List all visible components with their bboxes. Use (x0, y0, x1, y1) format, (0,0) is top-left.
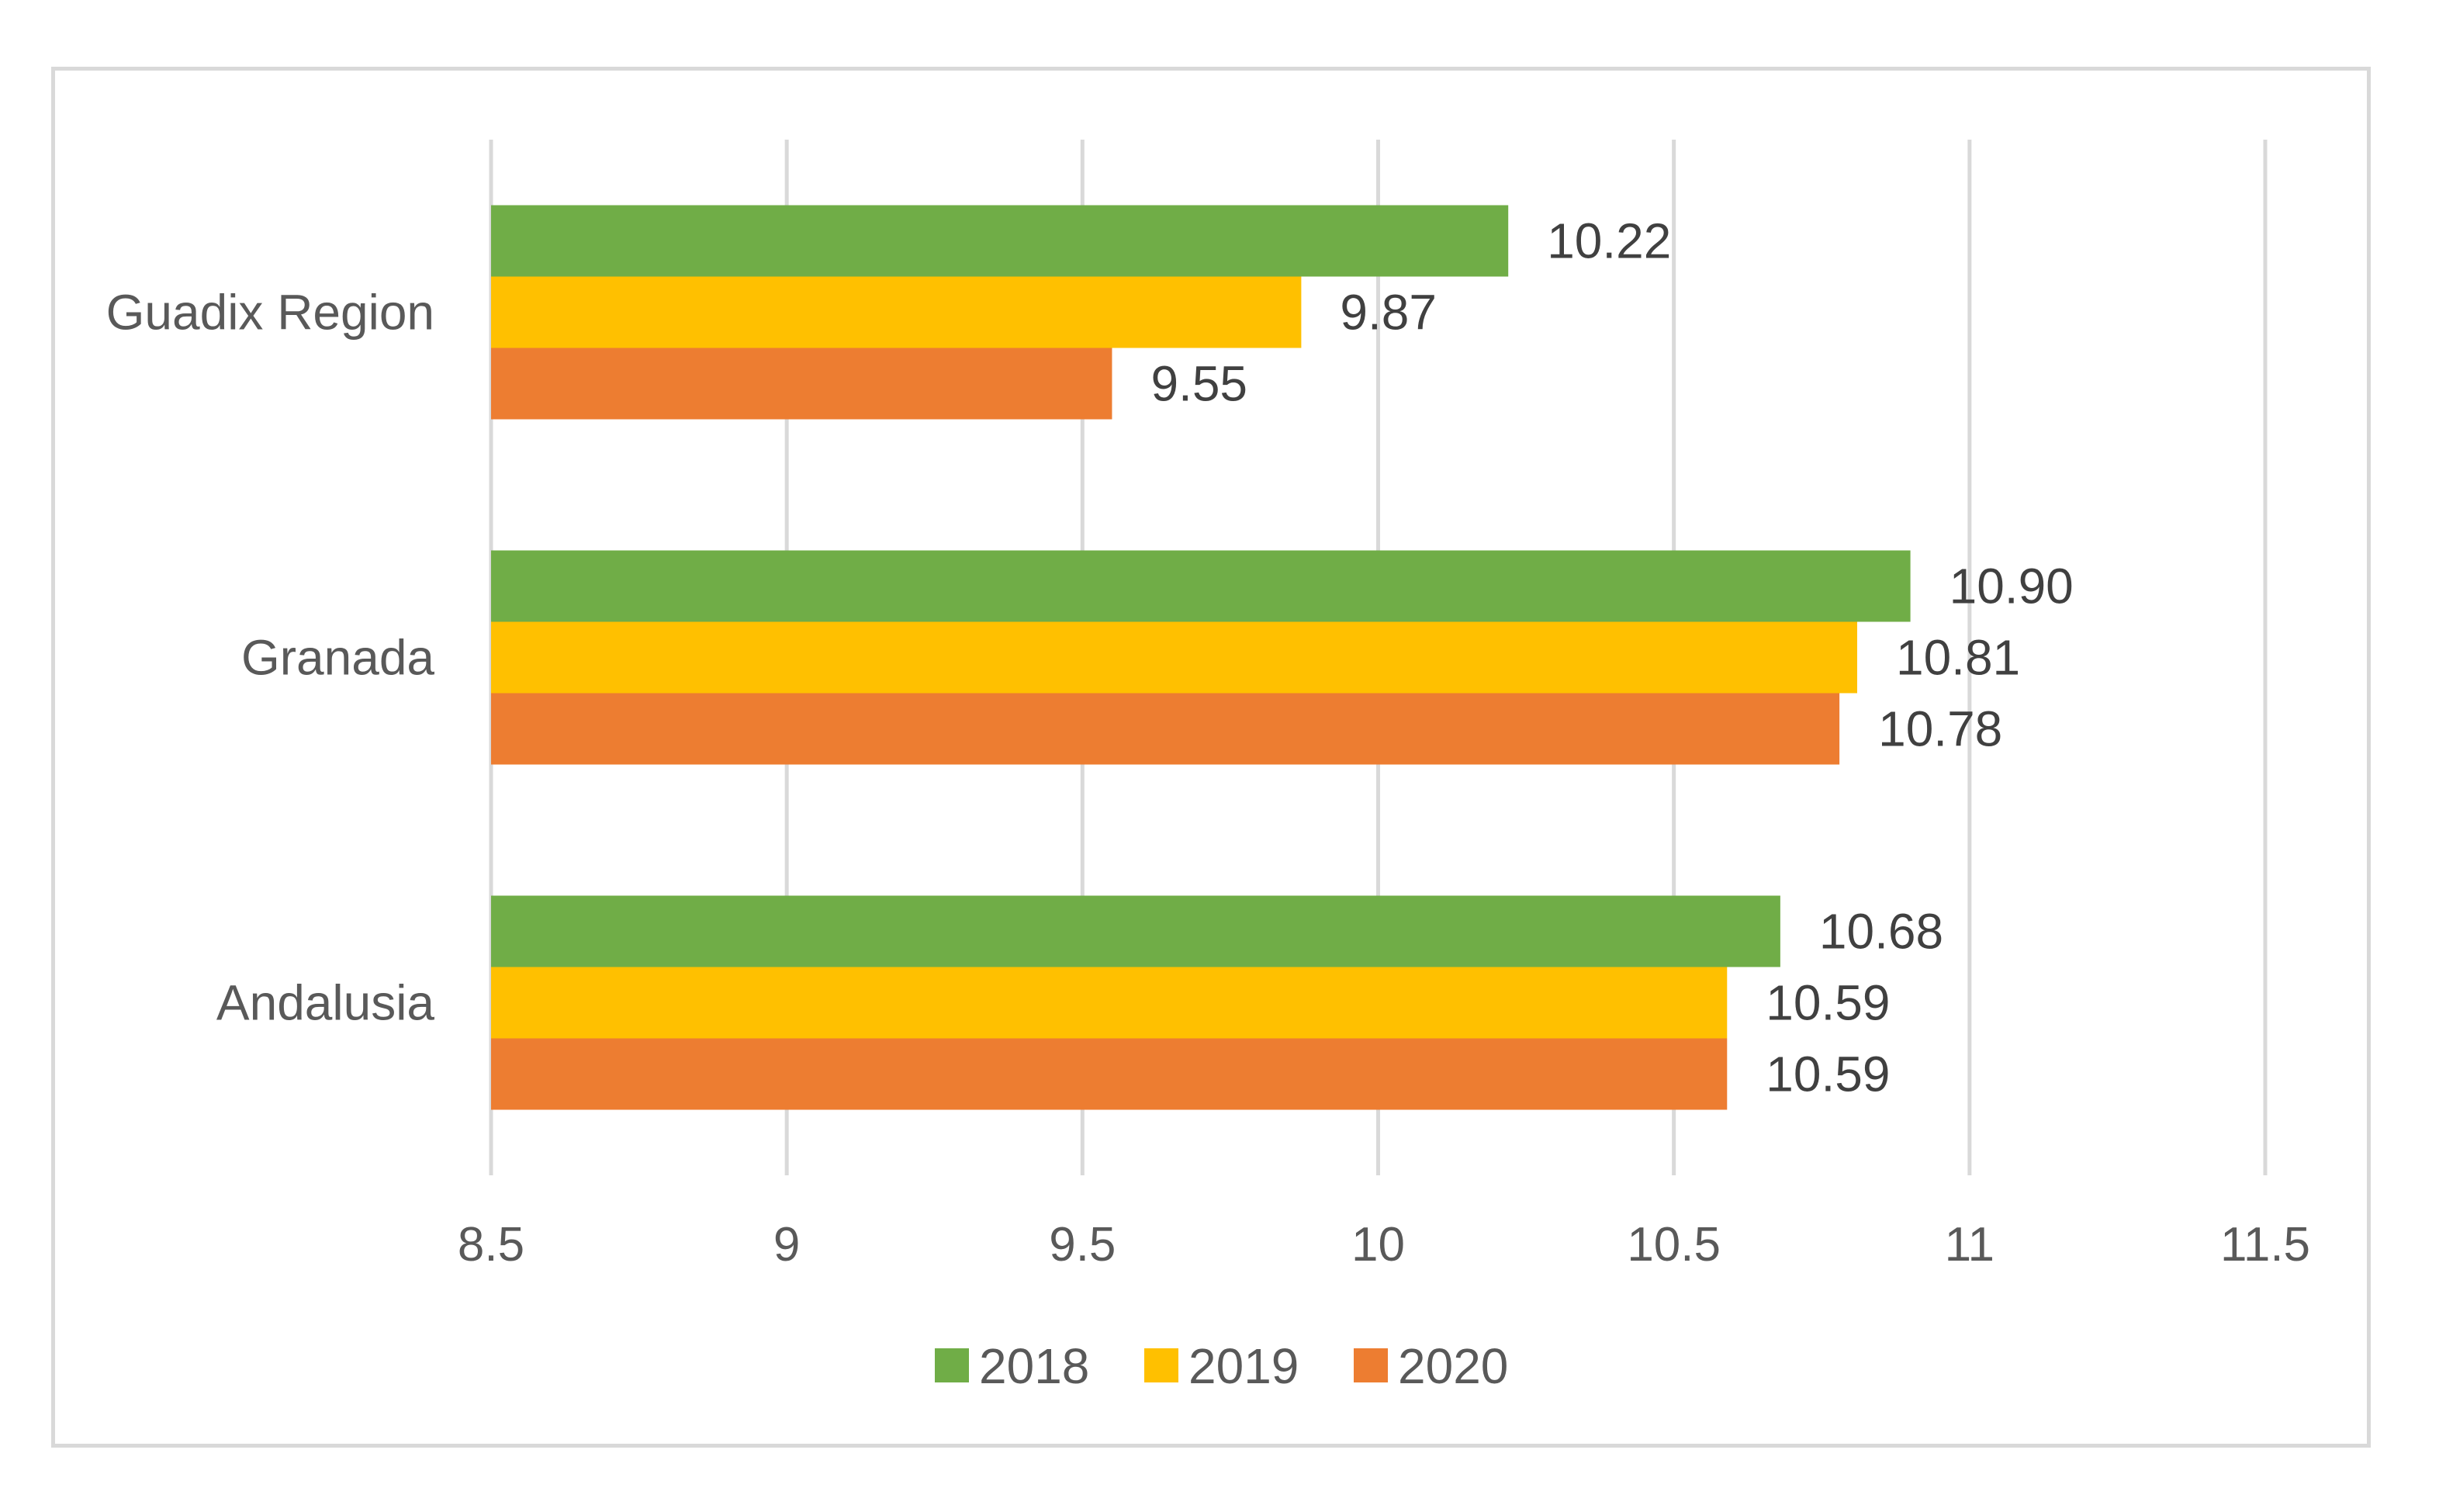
data-label: 10.90 (1950, 559, 2074, 614)
bar-2020 (491, 693, 1840, 765)
data-label: 10.68 (1819, 904, 1943, 960)
data-label: 10.59 (1766, 1047, 1890, 1102)
bar-2019 (491, 276, 1302, 348)
x-tick-label: 11.5 (2220, 1218, 2310, 1272)
bar-2020 (491, 1038, 1728, 1110)
data-labels: 10.22 9.87 9.55 10.90 10.81 10.78 10.68 10.59 10… (1150, 213, 2073, 1102)
data-label: 9.55 (1150, 356, 1247, 412)
legend-label-2018: 2018 (979, 1338, 1089, 1394)
legend-swatch-2019 (1144, 1348, 1178, 1382)
bar-2018 (491, 550, 1911, 622)
bar-2019 (491, 621, 1857, 694)
bars (491, 205, 1911, 1110)
bar-2019 (491, 967, 1728, 1039)
legend: 2018 2019 2020 (935, 1338, 1508, 1394)
data-label: 9.87 (1340, 285, 1437, 341)
x-tick-label: 9.5 (1049, 1218, 1116, 1272)
data-label: 10.81 (1896, 630, 2020, 686)
bar-2020 (491, 348, 1112, 420)
legend-label-2020: 2020 (1398, 1338, 1508, 1394)
category-label: Granada (241, 630, 434, 686)
x-tick-label: 11 (1945, 1218, 1995, 1272)
x-tick-label: 8.5 (458, 1218, 524, 1272)
bar-2018 (491, 205, 1509, 277)
data-label: 10.78 (1878, 701, 2002, 757)
x-tick-label: 10.5 (1627, 1218, 1721, 1272)
x-tick-label: 10 (1351, 1218, 1405, 1272)
category-label: Guadix Region (106, 285, 434, 341)
axes: 8.5 9 9.5 10 10.5 11 11.5 Guadix Region Granada A… (106, 285, 2310, 1272)
data-label: 10.59 (1766, 975, 1890, 1031)
bar-2018 (491, 895, 1780, 967)
legend-label-2019: 2019 (1188, 1338, 1299, 1394)
x-tick-label: 9 (773, 1218, 800, 1272)
data-label: 10.22 (1547, 213, 1671, 269)
category-label: Andalusia (216, 975, 435, 1031)
legend-swatch-2020 (1354, 1348, 1388, 1382)
legend-swatch-2018 (935, 1348, 969, 1382)
